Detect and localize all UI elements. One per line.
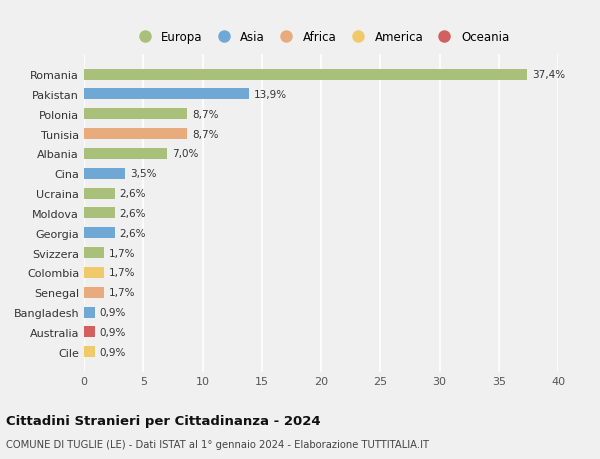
Bar: [84, 149, 167, 160]
Bar: [84, 287, 104, 298]
Text: COMUNE DI TUGLIE (LE) - Dati ISTAT al 1° gennaio 2024 - Elaborazione TUTTITALIA.: COMUNE DI TUGLIE (LE) - Dati ISTAT al 1°…: [6, 440, 429, 449]
Bar: [84, 208, 115, 219]
Text: 1,7%: 1,7%: [109, 248, 136, 258]
Bar: [84, 188, 115, 199]
Text: Cittadini Stranieri per Cittadinanza - 2024: Cittadini Stranieri per Cittadinanza - 2…: [6, 414, 320, 428]
Text: 7,0%: 7,0%: [172, 149, 198, 159]
Text: 2,6%: 2,6%: [119, 208, 146, 218]
Bar: [84, 168, 125, 179]
Text: 0,9%: 0,9%: [100, 347, 126, 357]
Text: 1,7%: 1,7%: [109, 268, 136, 278]
Bar: [84, 267, 104, 278]
Text: 8,7%: 8,7%: [192, 129, 218, 139]
Text: 0,9%: 0,9%: [100, 327, 126, 337]
Bar: [84, 129, 187, 140]
Legend: Europa, Asia, Africa, America, Oceania: Europa, Asia, Africa, America, Oceania: [128, 26, 514, 49]
Bar: [84, 69, 527, 80]
Text: 1,7%: 1,7%: [109, 288, 136, 297]
Bar: [84, 247, 104, 258]
Bar: [84, 109, 187, 120]
Bar: [84, 228, 115, 239]
Bar: [84, 307, 95, 318]
Text: 8,7%: 8,7%: [192, 110, 218, 119]
Bar: [84, 89, 249, 100]
Text: 0,9%: 0,9%: [100, 308, 126, 317]
Text: 37,4%: 37,4%: [532, 70, 565, 80]
Text: 13,9%: 13,9%: [253, 90, 287, 100]
Text: 2,6%: 2,6%: [119, 228, 146, 238]
Text: 2,6%: 2,6%: [119, 189, 146, 199]
Bar: [84, 347, 95, 358]
Bar: [84, 327, 95, 338]
Text: 3,5%: 3,5%: [130, 169, 157, 179]
